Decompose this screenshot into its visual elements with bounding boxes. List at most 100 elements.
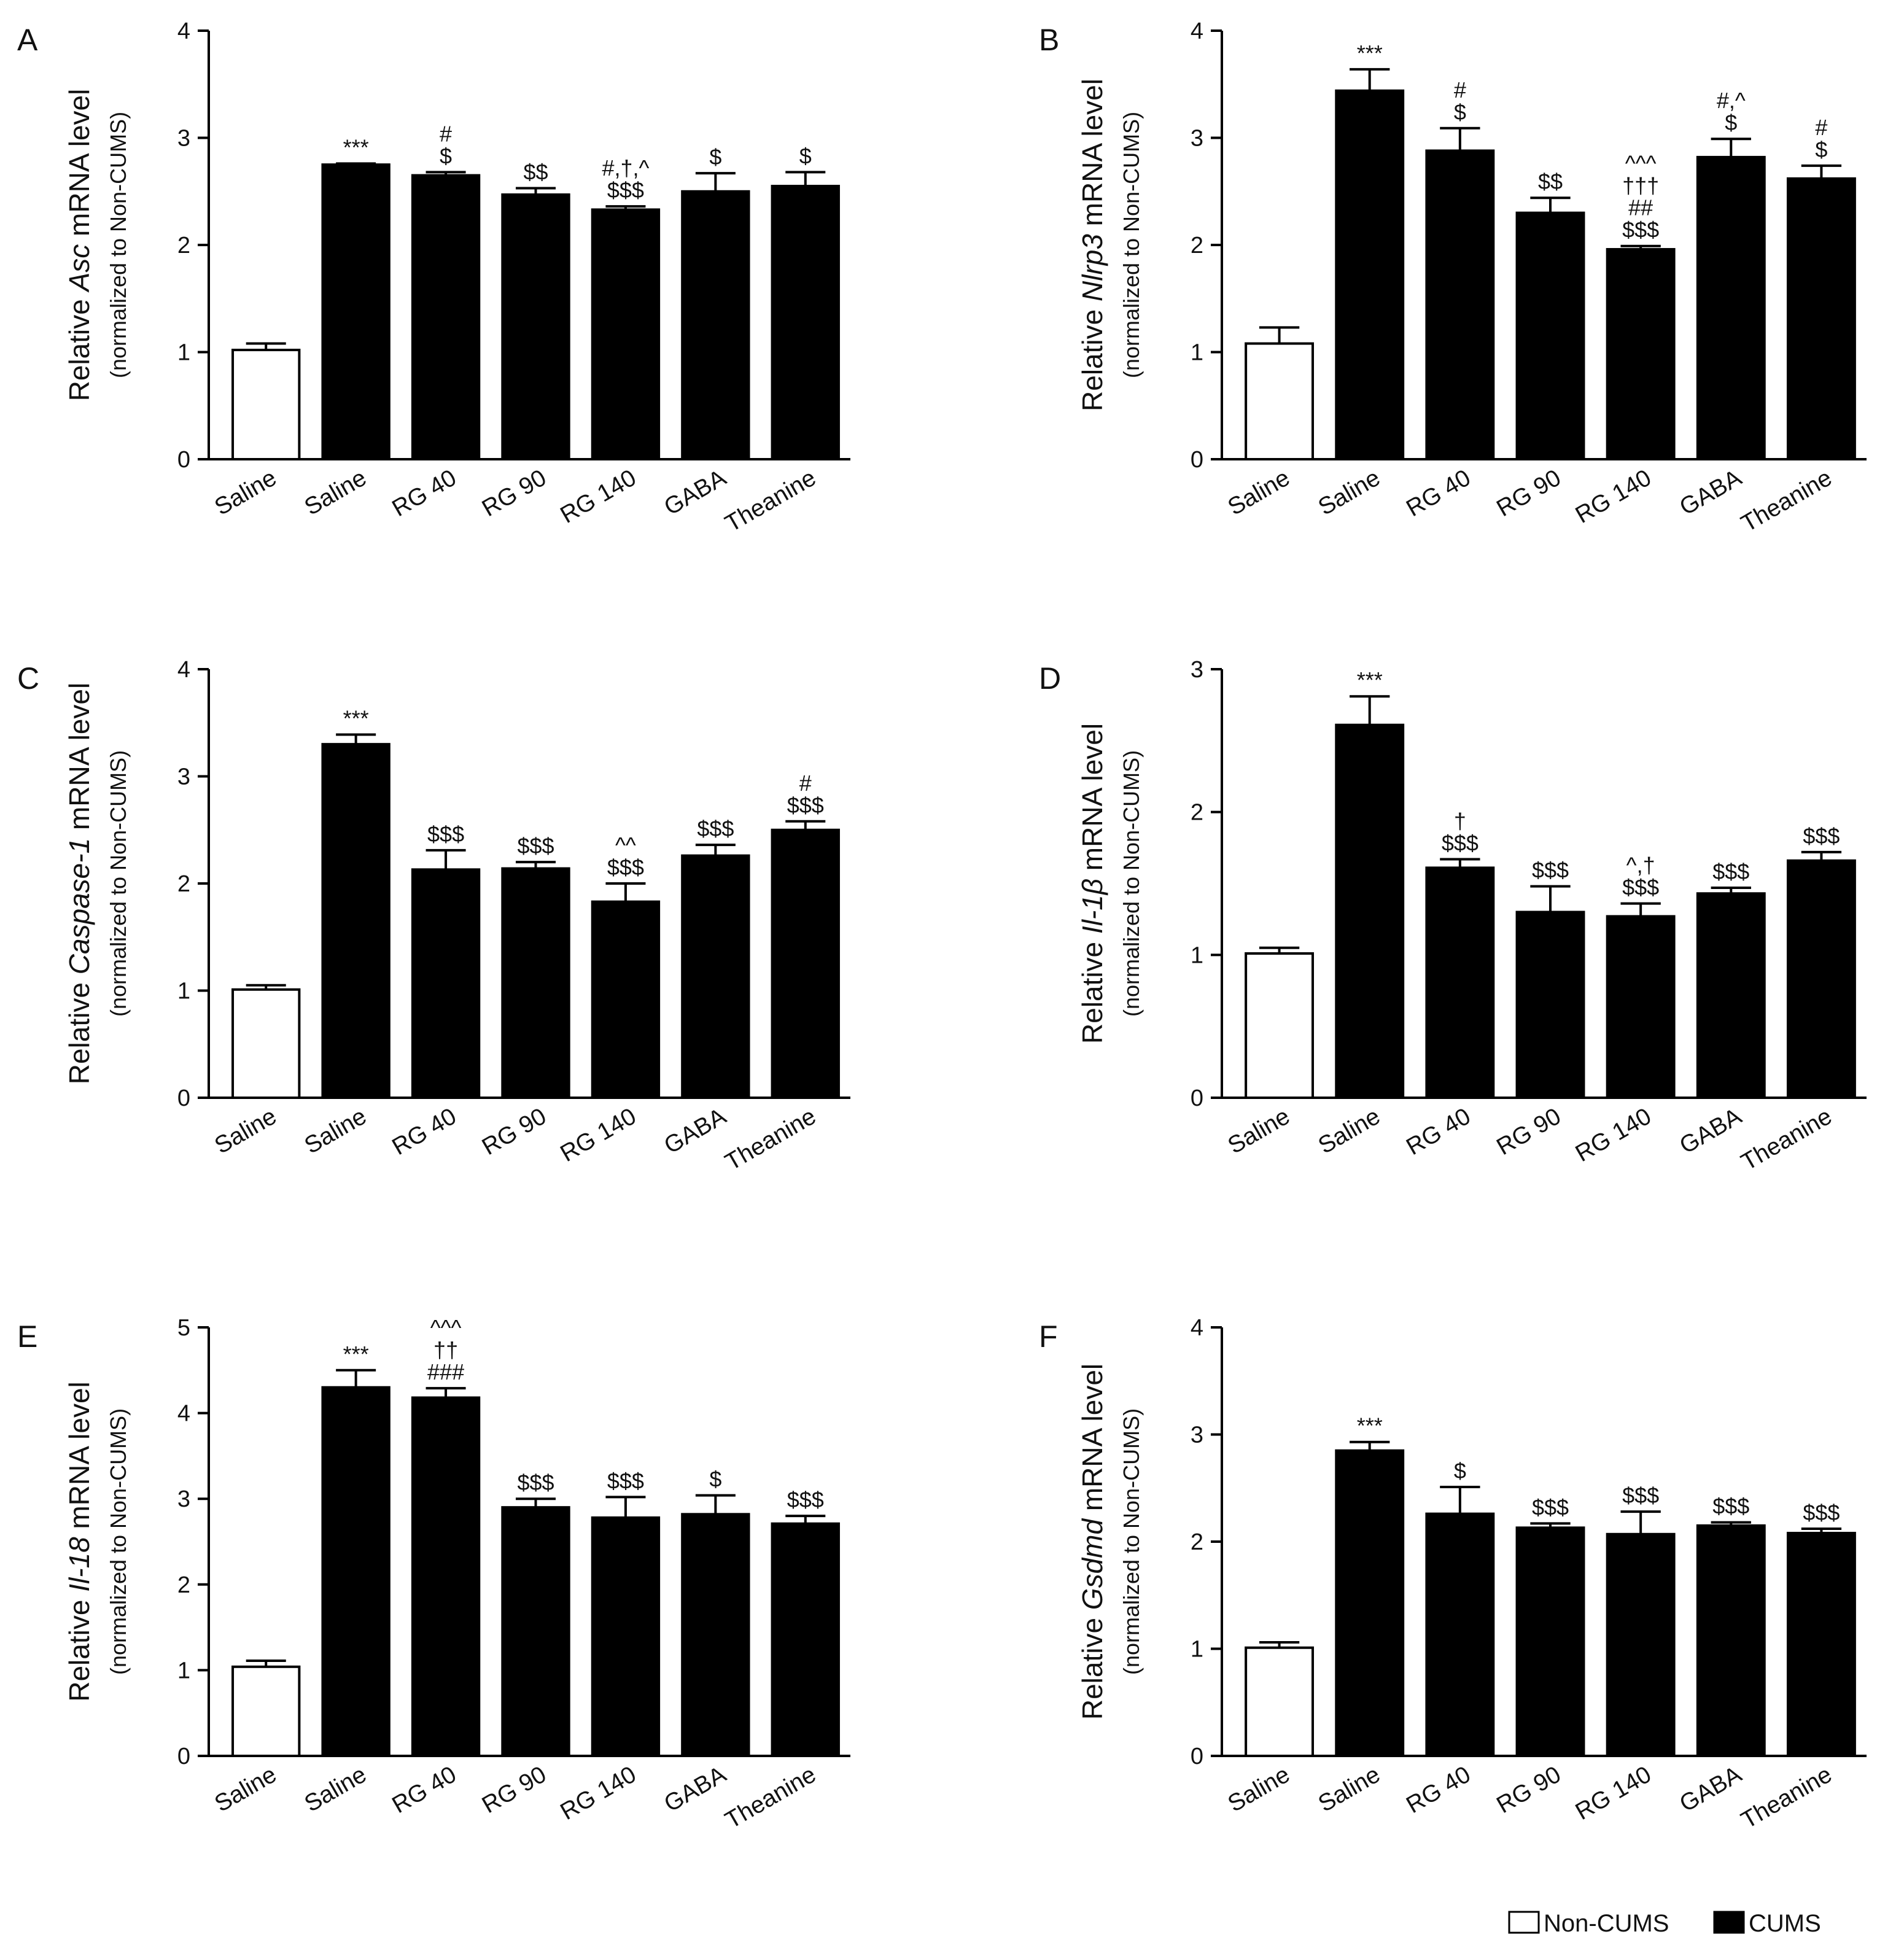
- panel-a-category-label-6: Theanine: [721, 465, 820, 538]
- panel-e-category-label-2: RG 40: [387, 1761, 460, 1819]
- panel-a-category-label-5: GABA: [660, 465, 731, 521]
- panel-d-category-label-1: Saline: [1314, 1103, 1385, 1159]
- panel-f-category-label-1: Saline: [1314, 1761, 1385, 1817]
- panel-c-bar-4: [591, 900, 661, 1100]
- panel-b-annotation-1-0: ***: [1357, 41, 1383, 66]
- panel-b-bar-0: [1245, 342, 1315, 460]
- panel-d-ylabel: Relative Il-1β mRNA level: [1076, 723, 1108, 1044]
- panel-c-ytick-label-0: 0: [177, 1085, 190, 1111]
- panel-a-annotation-2-1: $: [440, 143, 452, 168]
- panel-d-bar-1: [1335, 723, 1405, 1099]
- panel-e-bar-6: [771, 1522, 840, 1758]
- panel-e: E 0 1 2 3 4 5 Relative Il-18 mRNA level (normali…: [17, 1315, 850, 1834]
- panel-a-annotation-2-0: #: [440, 121, 452, 146]
- panel-e-ytick-label-4: 4: [177, 1401, 190, 1427]
- panel-f-bar-2: [1425, 1512, 1495, 1757]
- panel-c-bar-1: [321, 743, 391, 1099]
- panel-e-ytick-label-1: 1: [177, 1658, 190, 1683]
- panel-c-annotation-4-0: ^^: [615, 833, 636, 858]
- panel-e-category-label-3: RG 90: [478, 1761, 551, 1819]
- panel-b-annotation-2-0: #: [1454, 77, 1466, 103]
- panel-c-bar-5: [681, 854, 750, 1099]
- panel-b-ylabel: Relative Nlrp3 mRNA level: [1076, 79, 1108, 411]
- panel-b-ytick-label-0: 0: [1191, 447, 1203, 473]
- panel-e-bar-5: [681, 1513, 750, 1757]
- panel-d-annotation-4-1: $$$: [1622, 875, 1659, 900]
- panel-a-bar-4: [591, 208, 661, 460]
- panel-a-annotation-4-0: #,†,^: [602, 155, 649, 181]
- panel-d-bar-2: [1425, 866, 1495, 1099]
- panel-a-annotation-1-0: ***: [343, 134, 369, 160]
- panel-d-ylabel-sub: (normalized to Non-CUMS): [1119, 750, 1144, 1017]
- panel-a-category-label-4: RG 140: [556, 465, 641, 529]
- panel-e-category-label-6: Theanine: [721, 1761, 820, 1834]
- panel-c-category-label-0: Saline: [210, 1103, 281, 1159]
- panel-e-category-label-5: GABA: [660, 1761, 731, 1817]
- panel-f-category-label-4: RG 140: [1571, 1761, 1656, 1825]
- panel-d-bar-0: [1245, 952, 1315, 1100]
- panel-c-category-label-5: GABA: [660, 1103, 731, 1159]
- panel-f-bar-1: [1335, 1449, 1405, 1758]
- panel-c-ytick-label-3: 3: [177, 764, 190, 790]
- panel-e-bar-4: [591, 1516, 661, 1758]
- legend: Non-CUMS CUMS: [1508, 1910, 1821, 1937]
- panel-c-annotation-3-0: $$$: [517, 833, 554, 858]
- panel-f-ytick-label-1: 1: [1191, 1637, 1203, 1663]
- panel-a-ylabel: Relative Asc mRNA level: [63, 89, 95, 402]
- panel-b-annotation-4-3: $$$: [1622, 217, 1659, 243]
- panel-f-category-label-2: RG 40: [1402, 1761, 1475, 1819]
- panel-c-ylabel-sub: (normalized to Non-CUMS): [106, 750, 131, 1017]
- panel-f-ylabel: Relative Gsdmd mRNA level: [1076, 1364, 1108, 1720]
- panel-c-letter: C: [17, 661, 39, 696]
- panel-f-bar-0: [1245, 1646, 1315, 1757]
- panel-c-annotation-4-1: $$$: [607, 855, 644, 880]
- panel-d-category-label-6: Theanine: [1737, 1103, 1836, 1176]
- panel-a-annotation-5-0: $: [709, 144, 721, 169]
- panel-f-bar-3: [1515, 1526, 1585, 1757]
- panel-b-ylabel-sub: (normalized to Non-CUMS): [1119, 112, 1144, 378]
- panel-b-annotation-4-0: ^^^: [1625, 151, 1657, 176]
- panel-b-annotation-5-1: $: [1725, 110, 1737, 135]
- panel-a-bar-5: [681, 190, 750, 460]
- panel-c-annotation-6-1: $$$: [787, 793, 824, 818]
- panel-d-ytick-label-3: 3: [1191, 657, 1203, 683]
- panel-e-ytick-label-5: 5: [177, 1315, 190, 1341]
- panel-c-annotation-1-0: ***: [343, 705, 369, 731]
- panel-e-bar-1: [321, 1386, 391, 1757]
- legend-swatch-cums: [1713, 1911, 1745, 1934]
- panel-c-bar-6: [771, 828, 840, 1099]
- panel-e-bar-3: [501, 1506, 570, 1757]
- panel-d-annotation-1-0: ***: [1357, 667, 1383, 693]
- panel-f-bar-5: [1696, 1524, 1766, 1757]
- panel-b-annotation-6-1: $: [1815, 137, 1827, 162]
- panel-d-bar-6: [1786, 859, 1856, 1099]
- panel-e-annotation-2-2: ###: [427, 1359, 464, 1384]
- panel-a-annotation-4-1: $$$: [607, 177, 644, 203]
- panel-f-annotation-1-0: ***: [1357, 1413, 1383, 1438]
- panel-c-ytick-label-2: 2: [177, 871, 190, 897]
- panel-b-category-label-5: GABA: [1675, 465, 1746, 521]
- panel-f-ylabel-sub: (normalized to Non-CUMS): [1119, 1408, 1144, 1675]
- panel-b-category-label-6: Theanine: [1737, 465, 1836, 538]
- panel-f-ytick-label-4: 4: [1191, 1315, 1203, 1341]
- legend-label-cums: CUMS: [1749, 1910, 1821, 1937]
- panel-f-category-label-3: RG 90: [1492, 1761, 1565, 1819]
- panel-a-ytick-label-2: 2: [177, 233, 190, 258]
- panel-d-annotation-5-0: $$$: [1712, 859, 1749, 884]
- panel-e-annotation-5-0: $: [709, 1467, 721, 1492]
- panel-f-annotation-3-0: $$$: [1532, 1494, 1569, 1520]
- panel-f-letter: F: [1039, 1319, 1058, 1354]
- panel-c-annotation-6-0: #: [799, 771, 812, 796]
- panel-a-ylabel-sub: (normalized to Non-CUMS): [106, 112, 131, 378]
- panel-c-category-label-1: Saline: [300, 1103, 371, 1159]
- panel-a-annotation-6-0: $: [799, 143, 812, 168]
- panel-b-bar-2: [1425, 149, 1495, 460]
- panel-a-bar-6: [771, 185, 840, 460]
- panel-a-category-label-1: Saline: [300, 465, 371, 521]
- panel-f: F 0 1 2 3 4 Relative Gsdmd mRNA level (normaliz…: [1039, 1315, 1867, 1834]
- panel-b-annotation-2-1: $: [1454, 99, 1466, 125]
- panel-e-annotation-1-0: ***: [343, 1341, 369, 1367]
- panel-d-annotation-4-0: ^,†: [1626, 853, 1655, 878]
- panel-a-bar-0: [231, 349, 301, 461]
